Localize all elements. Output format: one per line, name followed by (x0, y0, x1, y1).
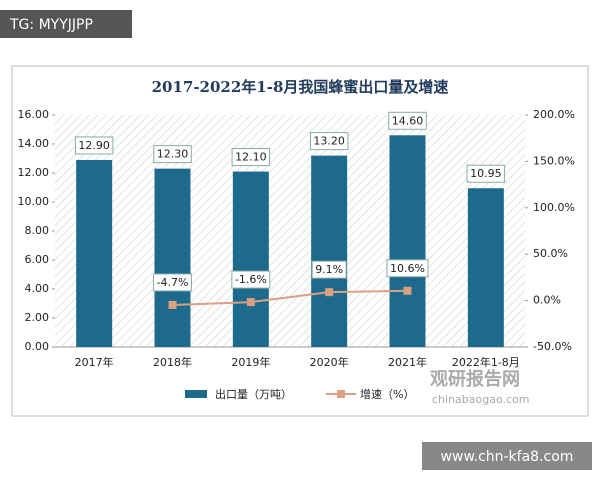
line-value-label-box (311, 260, 347, 279)
bar-value-label-box (309, 132, 349, 151)
bar (232, 171, 269, 347)
watermark: TG: MYYJJPP (9, 17, 93, 33)
x-tick-label: 2020年 (310, 355, 349, 369)
bar-value-label: 12.90 (78, 139, 110, 152)
line-value-label: 9.1% (315, 263, 343, 276)
bar (467, 188, 504, 347)
y-tick-label: 8.00 (25, 224, 50, 237)
legend-swatch (337, 390, 345, 398)
x-tick-label: 2022年1-8月 (452, 355, 520, 369)
watermark-box (0, 10, 132, 38)
y2-tick-label: 0.0% (533, 294, 561, 307)
line-marker (168, 300, 177, 309)
legend-label: 出口量（万吨） (215, 387, 292, 401)
line-value-label: 10.6% (390, 262, 425, 275)
logo: 观研报告网 (430, 368, 520, 390)
line-value-label: -1.6% (235, 273, 267, 286)
y-tick-label: 16.00 (18, 108, 50, 121)
bar-value-label: 12.30 (157, 148, 189, 161)
y2-tick-label: 50.0% (533, 247, 568, 260)
watermark-box (422, 442, 592, 470)
legend-label: 增速（%） (360, 387, 414, 401)
logo-url: chinabaogao.com (432, 393, 530, 406)
bar-value-label-box (231, 148, 271, 167)
y2-tick-label: 150.0% (533, 154, 575, 167)
y-tick-label: 4.00 (25, 282, 50, 295)
line-value-label-box (153, 273, 192, 292)
line (172, 289, 408, 306)
y2-tick-label: 100.0% (533, 201, 575, 214)
line-marker (325, 288, 334, 297)
bar-value-label-box (388, 111, 427, 130)
x-tick-label: 2019年 (231, 355, 270, 369)
line-value-label-box (386, 259, 429, 278)
line-value-label: -4.7% (157, 276, 189, 289)
y-tick-label: 0.00 (25, 340, 50, 353)
line-value-label-box (231, 270, 271, 289)
bar-value-label: 12.10 (235, 151, 267, 164)
x-tick-label: 2017年 (75, 355, 114, 369)
bar (154, 168, 191, 347)
bar (389, 135, 426, 347)
bar-value-label-box (74, 136, 114, 155)
x-tick-label: 2018年 (153, 355, 192, 369)
watermark: www.chn-kfa8.com (441, 449, 574, 465)
bar-value-label: 14.60 (392, 114, 424, 127)
bar-value-label-box (153, 145, 192, 164)
y-tick-label: 6.00 (25, 253, 50, 266)
y-tick-label: 2.00 (25, 311, 50, 324)
y-tick-label: 10.00 (18, 195, 50, 208)
y-tick-label: 14.00 (18, 137, 50, 150)
y2-tick-label: -50.0% (533, 340, 572, 353)
chart-title: 2017-2022年1-8月我国蜂蜜出口量及增速 (152, 78, 449, 96)
plot-area (55, 115, 525, 347)
line-marker (246, 298, 255, 307)
x-tick-label: 2021年 (388, 355, 427, 369)
y-tick-label: 12.00 (18, 166, 50, 179)
bar-value-label: 13.20 (313, 135, 345, 148)
bar (311, 155, 348, 347)
bar-value-label: 10.95 (470, 167, 502, 180)
bar-value-label-box (466, 164, 506, 183)
bar (76, 159, 113, 347)
y2-tick-label: 200.0% (533, 108, 575, 121)
legend-swatch (185, 390, 207, 398)
line-marker (403, 286, 412, 295)
